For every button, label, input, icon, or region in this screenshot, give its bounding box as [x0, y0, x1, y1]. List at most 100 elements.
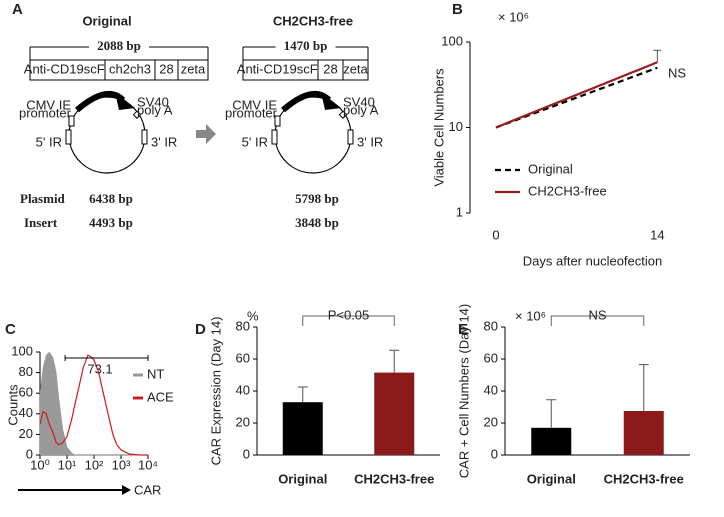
segment-label: zeta — [181, 61, 206, 76]
annotation: NS — [668, 65, 686, 80]
legend-label: Original — [528, 161, 573, 176]
significance-bracket — [550, 315, 645, 326]
segment-label: 28 — [159, 61, 173, 76]
map-label: SV40 — [343, 94, 375, 109]
plasmid-size: 5798 bp — [295, 191, 339, 206]
x-tick-label: Original — [278, 471, 327, 486]
y-tick-label: 40 — [19, 405, 33, 420]
bar — [623, 411, 664, 455]
polya-element — [338, 110, 348, 119]
y-tick-label: 40 — [484, 382, 498, 397]
y-tick-label: 60 — [236, 350, 250, 365]
insert-length: 3848 bp — [295, 215, 339, 230]
x-tick-label: 10⁰ — [30, 457, 50, 472]
segment-label: 28 — [323, 61, 337, 76]
significance-bracket — [302, 315, 395, 326]
y-tick-label: 40 — [236, 382, 250, 397]
insert-size: 2088 bp — [97, 38, 141, 53]
annotation: NS — [588, 307, 606, 322]
y-tick-label: 60 — [19, 385, 33, 400]
panel-letter: E — [458, 321, 468, 338]
ir-element — [271, 129, 278, 145]
polya-element — [132, 110, 142, 119]
y-tick-label: 0 — [491, 446, 498, 461]
error-bar — [389, 349, 400, 373]
y-tick-label: 20 — [484, 414, 498, 429]
x-tick-label: 10⁴ — [138, 457, 158, 472]
y-tick-label: 0 — [26, 446, 33, 461]
unit-label: × 10⁶ — [515, 308, 546, 323]
segment-box — [342, 59, 369, 81]
histogram-curve — [39, 351, 148, 456]
x-tick-label: 14 — [650, 227, 664, 242]
unit-label: % — [247, 308, 259, 323]
y-tick-label: 20 — [19, 426, 33, 441]
arrow-head — [115, 92, 135, 110]
segment-label: Anti-CD19scFv — [237, 61, 325, 76]
insert-size: 1470 bp — [284, 38, 328, 53]
gate — [64, 355, 149, 361]
map-label: 3' IR — [151, 134, 177, 149]
promoter-element — [274, 115, 281, 127]
segment-label: zeta — [343, 61, 368, 76]
map-label: 5' IR — [36, 134, 62, 149]
series-line — [495, 66, 658, 129]
map-label: 3' IR — [357, 134, 383, 149]
panel-letter: A — [12, 1, 23, 18]
panel-letter: C — [5, 321, 16, 338]
y-tick-label: 100 — [11, 343, 33, 358]
x-tick-label: Original — [527, 471, 576, 486]
bar — [531, 427, 572, 455]
ir-element — [65, 129, 72, 145]
map-label: 5' IR — [242, 134, 268, 149]
x-axis-label: CAR — [134, 482, 161, 497]
x-tick-label: 0 — [492, 227, 499, 242]
plasmid-size: 6438 bp — [89, 191, 133, 206]
series-line — [495, 61, 658, 129]
arrow-head — [321, 92, 341, 110]
bar — [374, 372, 415, 455]
multiplier: × 10⁶ — [498, 9, 529, 24]
y-tick-label: 60 — [484, 350, 498, 365]
segment-box — [177, 59, 209, 81]
map-label: CMV IE — [26, 97, 71, 112]
segment-label: ch2ch3 — [109, 61, 151, 76]
row-label: Insert — [24, 215, 58, 230]
x-tick-label: CH2CH3-free — [604, 471, 684, 486]
map-label: poly A — [343, 102, 379, 117]
map-label: CMV IE — [232, 97, 277, 112]
error-bar — [638, 364, 649, 411]
y-axis-label: Counts — [5, 384, 20, 426]
gate-label: 73.1 — [87, 361, 112, 376]
map-label: SV40 — [137, 94, 169, 109]
y-axis-label: CAR Expression (Day 14) — [208, 317, 223, 466]
y-tick-label: 0 — [243, 446, 250, 461]
y-tick-label: 80 — [236, 318, 250, 333]
error-bar — [653, 49, 662, 63]
bar — [282, 402, 323, 455]
promoter-element — [68, 115, 75, 127]
map-label: promoter — [19, 105, 72, 120]
x-arrow-head — [122, 485, 131, 495]
map-label: poly A — [137, 102, 173, 117]
error-bar — [546, 399, 557, 428]
x-tick-label: 10¹ — [58, 457, 77, 472]
y-tick-label: 80 — [484, 318, 498, 333]
legend-label: NT — [147, 366, 164, 381]
y-tick-label: 1 — [456, 204, 463, 219]
segment-label: Anti-CD19scFv — [24, 61, 112, 76]
construct-title: CH2CH3-free — [273, 13, 353, 28]
x-axis-label: Days after nucleofection — [523, 253, 662, 268]
legend-label: CH2CH3-free — [528, 183, 607, 198]
ir-element — [141, 129, 148, 145]
y-tick-label: 10 — [449, 119, 463, 134]
x-tick-label: 10² — [85, 457, 104, 472]
construct-title: Original — [82, 13, 131, 28]
error-bar — [297, 386, 308, 403]
legend-label: ACE — [147, 389, 174, 404]
panel-letter: B — [452, 1, 463, 18]
x-tick-label: 10³ — [112, 457, 131, 472]
y-tick-label: 20 — [236, 414, 250, 429]
transition-arrow — [196, 124, 216, 144]
